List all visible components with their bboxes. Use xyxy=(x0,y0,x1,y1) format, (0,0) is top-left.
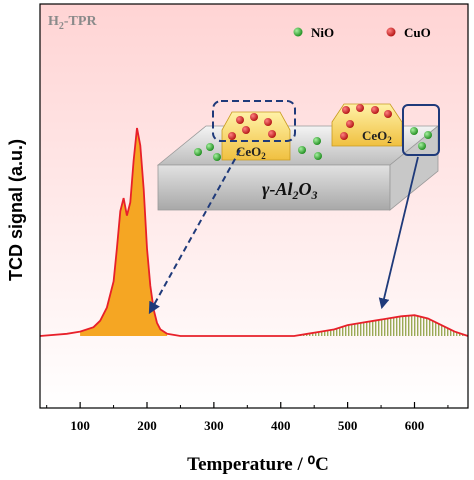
panel-label-rest: -TPR xyxy=(64,14,98,29)
legend-cuo-label: CuO xyxy=(404,25,431,40)
ceria-label-1: CeO2 xyxy=(236,144,266,161)
high-temp-peak-hatch xyxy=(294,315,468,336)
low-temp-highlight-box xyxy=(212,100,296,142)
green-dot-icon xyxy=(293,27,303,37)
ceria-cluster-1: CeO2 xyxy=(221,111,291,161)
x-tick-label: 200 xyxy=(137,418,157,433)
x-tick-label: 600 xyxy=(405,418,425,433)
ceria-cluster-2: CeO2 xyxy=(331,103,403,147)
x-tick-label: 500 xyxy=(338,418,358,433)
x-axis-title: Temperature / ⁰C xyxy=(187,454,329,475)
peak-fills xyxy=(80,128,468,336)
panel-label: H2-TPR xyxy=(48,14,97,32)
tpr-curve xyxy=(39,127,469,337)
plot-frame xyxy=(39,3,469,409)
x-axis-ticks: 100 200 300 400 500 600 xyxy=(46,402,449,433)
red-dot-icon xyxy=(386,27,396,37)
y-axis-title: TCD signal (a.u.) xyxy=(6,139,26,281)
high-temp-arrow xyxy=(378,156,419,310)
support-label: γ-Al2O3 xyxy=(262,179,318,202)
legend-nio-label: NiO xyxy=(311,25,334,40)
low-temp-arrow xyxy=(148,149,241,315)
low-temp-peak-fill xyxy=(80,128,168,336)
x-tick-label: 300 xyxy=(204,418,224,433)
catalyst-schematic: CeO2 CeO2 γ-Al2O3 xyxy=(156,100,440,211)
legend: NiO CuO xyxy=(293,25,431,40)
panel-label-sub: 2 xyxy=(59,21,64,32)
x-tick-label: 400 xyxy=(271,418,291,433)
support-slab-side xyxy=(389,125,439,211)
nio-particles xyxy=(194,127,432,161)
ceria-label-2: CeO2 xyxy=(362,128,392,145)
high-temp-highlight-box xyxy=(402,104,440,156)
panel-label-h: H xyxy=(48,14,59,29)
x-tick-label: 100 xyxy=(70,418,90,433)
